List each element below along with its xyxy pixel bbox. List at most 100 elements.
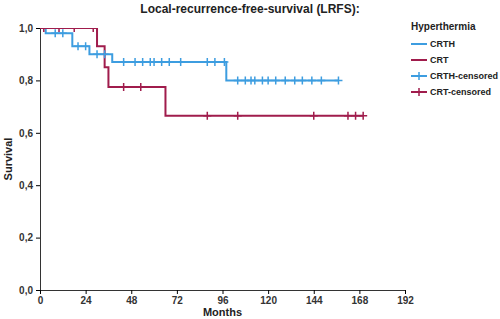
y-tick-label: 0,0 xyxy=(19,285,33,296)
censor-marker xyxy=(344,112,352,120)
legend: Hyperthermia CRTH CRT CRTH-censored CRT-cens… xyxy=(411,21,498,97)
legend-swatch xyxy=(411,59,427,61)
censor-marker xyxy=(101,50,109,58)
censor-marker xyxy=(89,28,97,32)
censor-marker xyxy=(55,28,63,32)
y-tick-mark xyxy=(36,238,40,239)
x-tick: 0 xyxy=(38,290,44,306)
x-tick: 192 xyxy=(397,290,414,306)
legend-swatch xyxy=(411,43,427,45)
legend-item: CRT-censored xyxy=(411,87,491,97)
x-tick-label: 0 xyxy=(38,295,44,306)
legend-title: Hyperthermia xyxy=(411,21,476,32)
legend-item: CRT xyxy=(411,55,449,65)
legend-marker xyxy=(415,72,423,80)
y-tick-label: 0,2 xyxy=(19,232,33,243)
x-tick: 24 xyxy=(81,290,93,306)
x-tick-mark xyxy=(405,290,406,294)
censor-marker xyxy=(317,76,325,84)
censor-marker xyxy=(203,112,211,120)
x-tick-mark xyxy=(131,290,132,294)
censor-marker xyxy=(51,29,59,37)
censor-marker xyxy=(211,58,219,66)
x-tick: 72 xyxy=(172,290,184,306)
x-tick-mark xyxy=(223,290,224,294)
y-tick-label: 0,6 xyxy=(19,128,33,139)
censor-marker xyxy=(281,76,289,84)
censor-marker xyxy=(70,28,78,32)
x-tick-mark xyxy=(86,290,87,294)
y-tick-mark xyxy=(36,80,40,81)
legend-item: CRTH xyxy=(411,39,455,49)
censor-marker xyxy=(120,83,128,91)
censor-marker xyxy=(234,76,242,84)
censor-marker xyxy=(137,83,145,91)
x-tick: 168 xyxy=(352,290,369,306)
survival-line xyxy=(40,28,338,80)
x-tick-label: 72 xyxy=(172,295,184,306)
x-tick: 48 xyxy=(126,290,138,306)
chart: 0,0 0,2 0,4 0,6 0,8 1,0 0 24 48 72 96 120 144 168 192 L… xyxy=(0,0,500,319)
x-tick-mark xyxy=(268,290,269,294)
legend-label: CRTH xyxy=(430,39,455,49)
x-tick-label: 168 xyxy=(352,295,369,306)
marks xyxy=(40,28,367,120)
y-tick: 0,8 xyxy=(19,75,40,86)
censor-marker xyxy=(234,112,242,120)
x-tick-label: 144 xyxy=(306,295,323,306)
x-tick-mark xyxy=(177,290,178,294)
censor-marker xyxy=(40,28,48,32)
x-tick-mark xyxy=(359,290,360,294)
censor-marker xyxy=(150,58,158,66)
y-tick-mark xyxy=(36,185,40,186)
y-tick-mark xyxy=(36,133,40,134)
x-tick: 120 xyxy=(260,290,277,306)
censor-marker xyxy=(139,58,147,66)
y-tick: 0,2 xyxy=(19,232,40,243)
censor-marker xyxy=(120,58,128,66)
censor-marker xyxy=(334,76,342,84)
x-axis: 0 24 48 72 96 120 144 168 192 xyxy=(38,290,415,306)
legend-label: CRTH-censored xyxy=(430,71,498,81)
plot: 0,0 0,2 0,4 0,6 0,8 1,0 0 24 48 72 96 120 144 168 192 xyxy=(19,23,414,306)
x-tick-mark xyxy=(314,290,315,294)
censor-marker xyxy=(359,112,367,120)
censor-marker xyxy=(310,112,318,120)
y-tick: 0,4 xyxy=(19,180,40,191)
y-axis: 0,0 0,2 0,4 0,6 0,8 1,0 xyxy=(19,23,40,296)
censor-marker xyxy=(74,42,82,50)
legend-label: CRT-censored xyxy=(430,87,491,97)
x-tick-label: 192 xyxy=(397,295,414,306)
censor-marker xyxy=(59,29,67,37)
x-tick-mark xyxy=(40,290,41,294)
x-tick: 144 xyxy=(306,290,323,306)
censor-marker xyxy=(82,42,90,50)
y-tick-label: 1,0 xyxy=(19,23,33,34)
censor-marker xyxy=(93,50,101,58)
x-tick-label: 96 xyxy=(217,295,229,306)
censor-marker xyxy=(298,76,306,84)
censor-marker xyxy=(165,58,173,66)
y-tick: 0,0 xyxy=(19,285,40,296)
censor-marker xyxy=(203,58,211,66)
censor-marker xyxy=(131,58,139,66)
survival-line xyxy=(40,28,363,116)
title: Local-recurrence-free-survival (LRFS): xyxy=(140,2,359,16)
y-axis-title: Survival xyxy=(2,138,14,181)
y-tick-mark xyxy=(36,28,40,29)
y-tick-mark xyxy=(36,290,40,291)
censor-marker xyxy=(272,76,280,84)
x-axis-line xyxy=(41,291,406,295)
censor-marker xyxy=(220,58,228,66)
censor-marker xyxy=(158,58,166,66)
y-axis-line xyxy=(36,29,41,291)
censor-marker xyxy=(264,76,272,84)
censor-marker xyxy=(308,76,316,84)
y-tick: 0,6 xyxy=(19,128,40,139)
legend-marker xyxy=(415,88,423,96)
x-tick-label: 120 xyxy=(260,295,277,306)
y-tick-label: 0,8 xyxy=(19,75,33,86)
x-tick-label: 48 xyxy=(126,295,138,306)
y-tick: 1,0 xyxy=(19,23,40,34)
y-tick-label: 0,4 xyxy=(19,180,33,191)
